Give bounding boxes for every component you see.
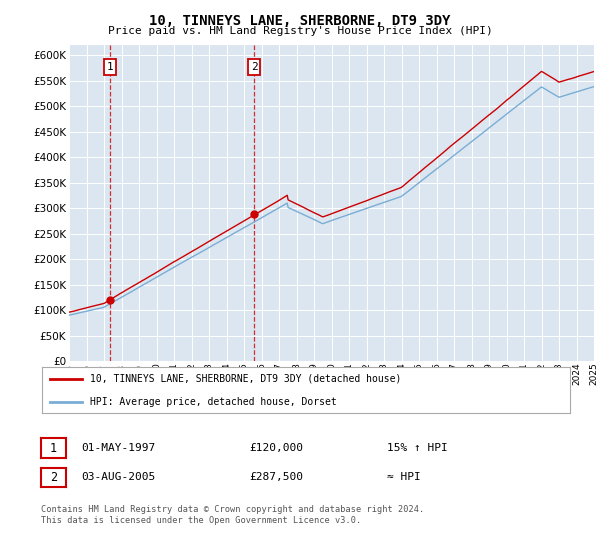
Text: 03-AUG-2005: 03-AUG-2005 (81, 472, 155, 482)
Text: 1: 1 (50, 441, 57, 455)
Text: Contains HM Land Registry data © Crown copyright and database right 2024.
This d: Contains HM Land Registry data © Crown c… (41, 505, 424, 525)
Text: ≈ HPI: ≈ HPI (387, 472, 421, 482)
Text: 2: 2 (251, 62, 257, 72)
Text: 01-MAY-1997: 01-MAY-1997 (81, 443, 155, 453)
Text: £120,000: £120,000 (249, 443, 303, 453)
Text: 10, TINNEYS LANE, SHERBORNE, DT9 3DY: 10, TINNEYS LANE, SHERBORNE, DT9 3DY (149, 14, 451, 28)
Text: Price paid vs. HM Land Registry's House Price Index (HPI): Price paid vs. HM Land Registry's House … (107, 26, 493, 36)
Text: 2: 2 (50, 470, 57, 484)
Text: 1: 1 (106, 62, 113, 72)
Text: HPI: Average price, detached house, Dorset: HPI: Average price, detached house, Dors… (89, 397, 336, 407)
Text: 15% ↑ HPI: 15% ↑ HPI (387, 443, 448, 453)
Text: £287,500: £287,500 (249, 472, 303, 482)
Text: 10, TINNEYS LANE, SHERBORNE, DT9 3DY (detached house): 10, TINNEYS LANE, SHERBORNE, DT9 3DY (de… (89, 374, 401, 384)
